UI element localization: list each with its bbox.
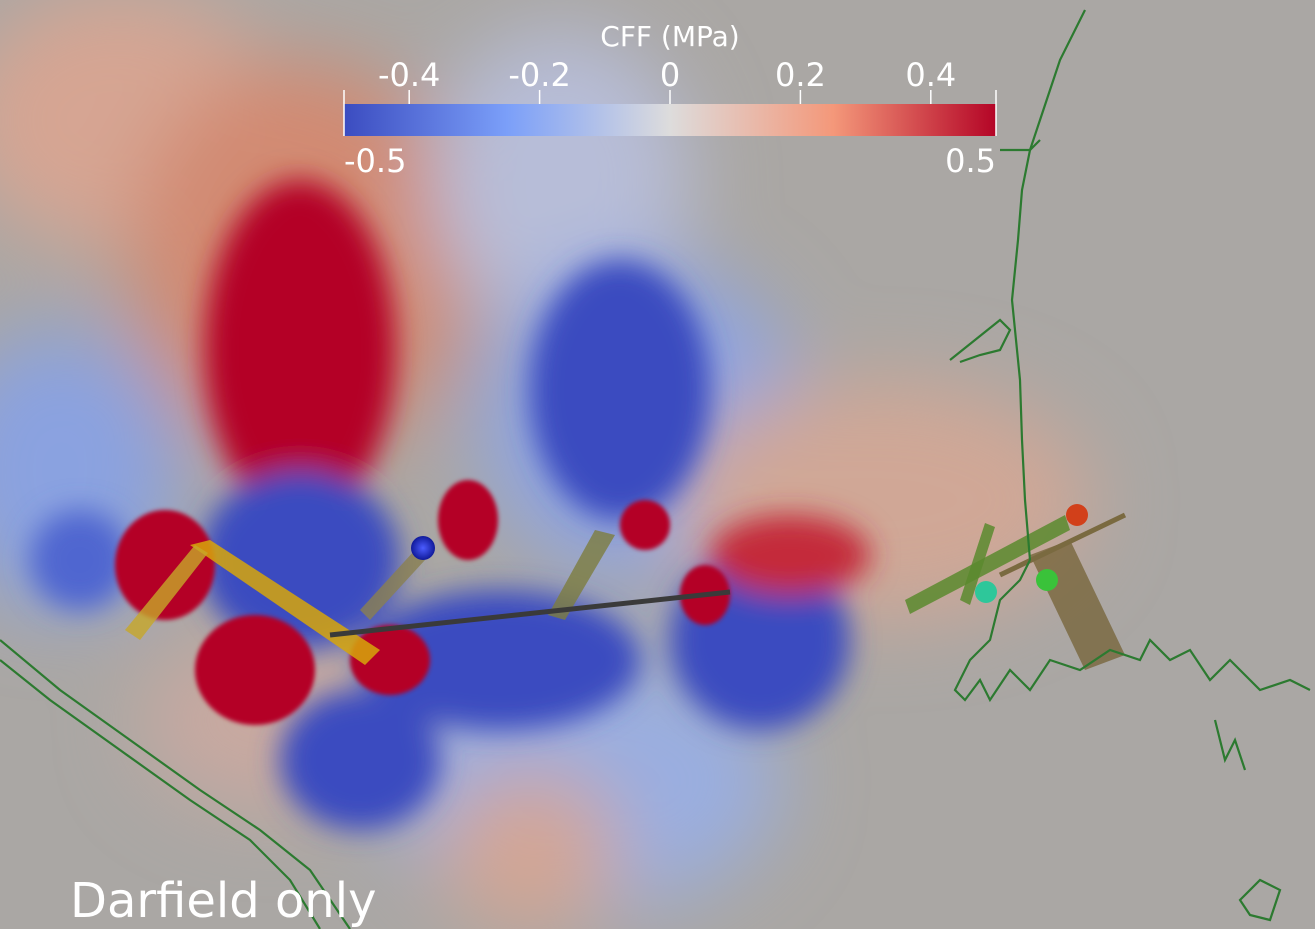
colorbar-range-label: 0.5 [945, 142, 996, 180]
stress-field [0, 0, 1315, 929]
map-view: CFF (MPa) -0.4 -0.2 0 0.2 0.4 -0.5 0.5 Darfiel… [0, 0, 1315, 929]
colorbar-tick-label: -0.4 [378, 56, 440, 94]
caption: Darfield only [70, 873, 376, 929]
colorbar-tick-label: -0.2 [508, 56, 570, 94]
colorbar-gradient [344, 104, 996, 136]
colorbar-range-label: -0.5 [344, 142, 406, 180]
colorbar-title: CFF (MPa) [600, 20, 739, 53]
page: {"colorbar": {"title": "CFF (MPa)", "ran… [0, 0, 1315, 929]
colorbar-tick-label: 0.4 [905, 56, 956, 94]
colorbar-tick-label: 0.2 [775, 56, 826, 94]
colorbar-tick-label: 0 [660, 56, 680, 94]
